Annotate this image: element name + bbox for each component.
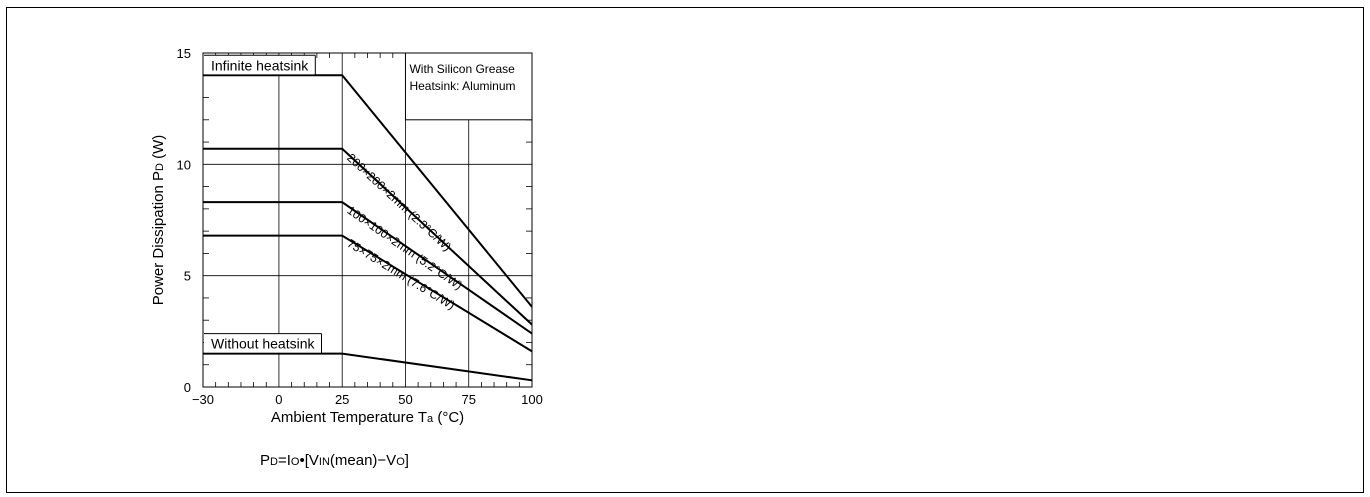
series-label-bg: [204, 55, 316, 75]
annotation-line-1: With Silicon Grease: [409, 62, 515, 76]
y-tick-label: 15: [177, 46, 191, 61]
series-line: [203, 201, 533, 335]
series-label: Infinite heatsink: [211, 57, 309, 73]
series-line: [203, 352, 533, 382]
series-label: Without heatsink: [211, 336, 315, 352]
power-dissipation-chart: With Silicon Grease Heatsink: Aluminum I…: [150, 46, 543, 469]
x-tick-label: 50: [398, 392, 412, 407]
annotation-box: With Silicon Grease Heatsink: Aluminum: [404, 52, 533, 121]
chart-frame: With Silicon Grease Heatsink: Aluminum I…: [6, 7, 1364, 493]
series-line: [203, 234, 533, 353]
x-tick-label: 0: [275, 392, 282, 407]
series-label-bg: [204, 333, 322, 353]
annotation-box-border: [404, 52, 533, 121]
annotation-line-2: Heatsink: Aluminum: [409, 79, 515, 93]
series-line: [203, 74, 533, 308]
y-axis-title-subscript: D: [154, 163, 166, 171]
y-axis-title: Power Dissipation PD (W): [150, 135, 167, 306]
y-tick-label: 5: [184, 269, 191, 284]
series-line: [203, 147, 533, 326]
x-tick-label: −30: [192, 392, 214, 407]
x-tick-label: 75: [461, 392, 475, 407]
x-axis-title-subscript: a: [427, 413, 434, 425]
formula: PD=IO•[VIN(mean)−VO]: [260, 452, 409, 469]
x-axis-title: Ambient Temperature Ta (°C): [271, 409, 464, 426]
y-tick-label: 10: [177, 157, 191, 172]
x-tick-label: 100: [521, 392, 543, 407]
x-tick-label: 25: [335, 392, 349, 407]
y-tick-label: 0: [184, 380, 191, 395]
